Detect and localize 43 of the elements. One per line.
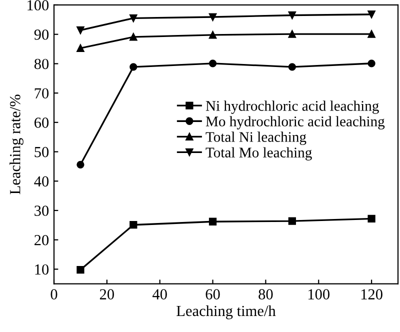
y-tick-label: 40 <box>34 176 49 187</box>
point <box>288 11 296 20</box>
point <box>76 160 84 168</box>
point <box>208 31 217 39</box>
legend-label: Total Ni leaching <box>206 132 306 145</box>
point <box>76 44 84 52</box>
legend-label: Ni hydrochloric acid leaching <box>206 100 379 114</box>
point <box>130 33 138 41</box>
point <box>130 221 138 229</box>
point <box>130 14 138 22</box>
point <box>130 63 138 71</box>
point <box>368 10 376 18</box>
point <box>208 218 217 226</box>
point <box>76 266 84 274</box>
x-tick-label: 100 <box>308 289 330 300</box>
x-tick-label: 20 <box>100 289 114 300</box>
x-tick-label: 0 <box>50 289 58 300</box>
y-tick-label: 30 <box>34 206 49 216</box>
x-tick-label: 120 <box>361 289 382 300</box>
y-tick-label: 70 <box>34 88 49 98</box>
point <box>288 217 296 225</box>
y-tick-label: 60 <box>34 118 49 128</box>
x-tick-label: 80 <box>258 289 273 300</box>
point <box>368 214 376 223</box>
point <box>76 26 84 34</box>
y-tick-label: 90 <box>34 29 49 40</box>
x-axis-title: Leaching time/h <box>176 305 276 320</box>
y-tick-label: 100 <box>28 0 49 10</box>
point <box>368 30 376 38</box>
legend-label: Total Mo leaching <box>206 147 312 160</box>
legend-label: Mo hydrochloric acid leaching <box>206 116 385 130</box>
y-tick-label: 80 <box>34 58 49 70</box>
y-tick-label: 50 <box>34 146 49 158</box>
x-tick-label: 40 <box>152 289 167 300</box>
point <box>368 60 376 68</box>
point <box>288 63 296 71</box>
y-tick-label: 20 <box>34 234 49 246</box>
point <box>208 13 217 21</box>
x-tick-label: 60 <box>206 289 220 300</box>
point <box>288 30 296 38</box>
y-axis-title: Leaching rate/% <box>10 94 24 194</box>
point <box>208 60 217 68</box>
y-tick-label: 10 <box>35 264 49 275</box>
